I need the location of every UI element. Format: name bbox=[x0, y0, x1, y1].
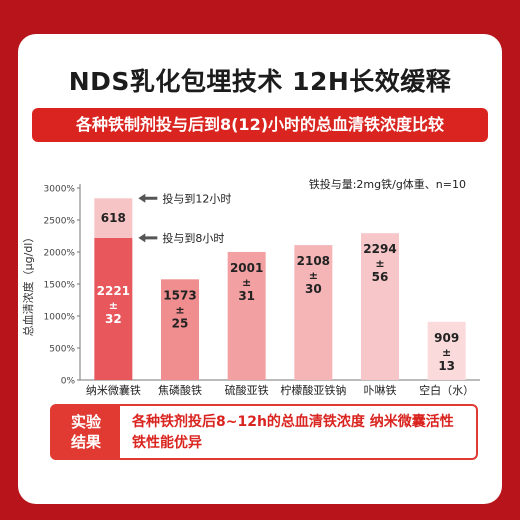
bar-1-stack-top bbox=[94, 198, 133, 238]
y-tick-label: 1000% bbox=[44, 313, 76, 323]
category-label: 纳米微囊铁 bbox=[86, 383, 141, 397]
y-tick-label: 2000% bbox=[44, 249, 76, 259]
conclusion-box: 实验结果 各种铁剂投后8~12h的总血清铁浓度 纳米微囊活性铁性能优异 bbox=[50, 404, 478, 460]
bar-error-label: 32 bbox=[105, 312, 122, 326]
bar-6 bbox=[427, 321, 466, 380]
bar-3 bbox=[227, 251, 266, 380]
stack-top-value-label: 618 bbox=[101, 211, 126, 225]
bar-2 bbox=[161, 279, 199, 380]
bar-plusminus-label: ± bbox=[175, 303, 184, 316]
y-tick-label: 2500% bbox=[44, 217, 76, 227]
y-tick-label: 500% bbox=[49, 345, 75, 355]
y-tick-label: 0% bbox=[61, 377, 76, 387]
bar-plusminus-label: ± bbox=[375, 257, 384, 270]
arrow-left-icon bbox=[138, 193, 158, 203]
y-tick-label: 3000% bbox=[44, 185, 76, 195]
category-label: 硫酸亚铁 bbox=[225, 383, 269, 397]
conclusion-label: 实验结果 bbox=[52, 406, 120, 458]
bar-error-label: 56 bbox=[372, 270, 389, 284]
content-card: NDS乳化包埋技术 12H长效缓释 各种铁制剂投与后到8(12)小时的总血清铁浓… bbox=[18, 34, 502, 504]
bar-5 bbox=[361, 233, 399, 380]
bar-error-label: 31 bbox=[238, 289, 255, 303]
chart-subtitle-banner: 各种铁制剂投与后到8(12)小时的总血清铁浓度比较 bbox=[32, 108, 488, 142]
bar-error-label: 30 bbox=[305, 282, 322, 296]
category-label: 柠檬酸亚铁钠 bbox=[280, 383, 346, 397]
arrow-label-12h: 投与到12小时 bbox=[162, 191, 231, 205]
bar-value-label: 2294 bbox=[363, 242, 396, 256]
bar-value-label: 2001 bbox=[230, 261, 263, 275]
page-title: NDS乳化包埋技术 12H长效缓释 bbox=[68, 67, 452, 96]
bar-plusminus-label: ± bbox=[109, 299, 118, 312]
y-axis-label: 总血清浓度（μg/dl） bbox=[21, 232, 35, 337]
bar-chart: 0% 500% 1000% 1500% 2000% 2500% 3000% 总血清浓度（μg/… bbox=[21, 177, 480, 397]
bar-plusminus-label: ± bbox=[242, 276, 251, 289]
bar-value-label: 1573 bbox=[163, 288, 196, 302]
dose-annotation: 铁投与量:2mg铁/g体重、n=10 bbox=[309, 177, 466, 191]
bar-value-label: 2221 bbox=[97, 284, 130, 298]
bar-plusminus-label: ± bbox=[442, 346, 451, 359]
bar-plusminus-label: ± bbox=[309, 269, 318, 282]
category-label: 焦磷酸铁 bbox=[158, 383, 202, 397]
category-label: 空白（水） bbox=[419, 383, 474, 397]
bar-1 bbox=[94, 237, 133, 380]
arrow-left-icon bbox=[138, 233, 158, 243]
category-label: 卟啉铁 bbox=[364, 384, 397, 397]
bar-value-label: 2108 bbox=[297, 254, 330, 268]
bar-value-label: 909 bbox=[434, 331, 459, 345]
bar-4 bbox=[294, 245, 333, 380]
bar-error-label: 13 bbox=[438, 359, 455, 373]
arrow-label-8h: 投与到8小时 bbox=[162, 231, 224, 245]
bar-error-label: 25 bbox=[172, 316, 189, 330]
y-tick-label: 1500% bbox=[44, 281, 76, 291]
conclusion-text: 各种铁剂投后8~12h的总血清铁浓度 纳米微囊活性铁性能优异 bbox=[132, 414, 454, 451]
